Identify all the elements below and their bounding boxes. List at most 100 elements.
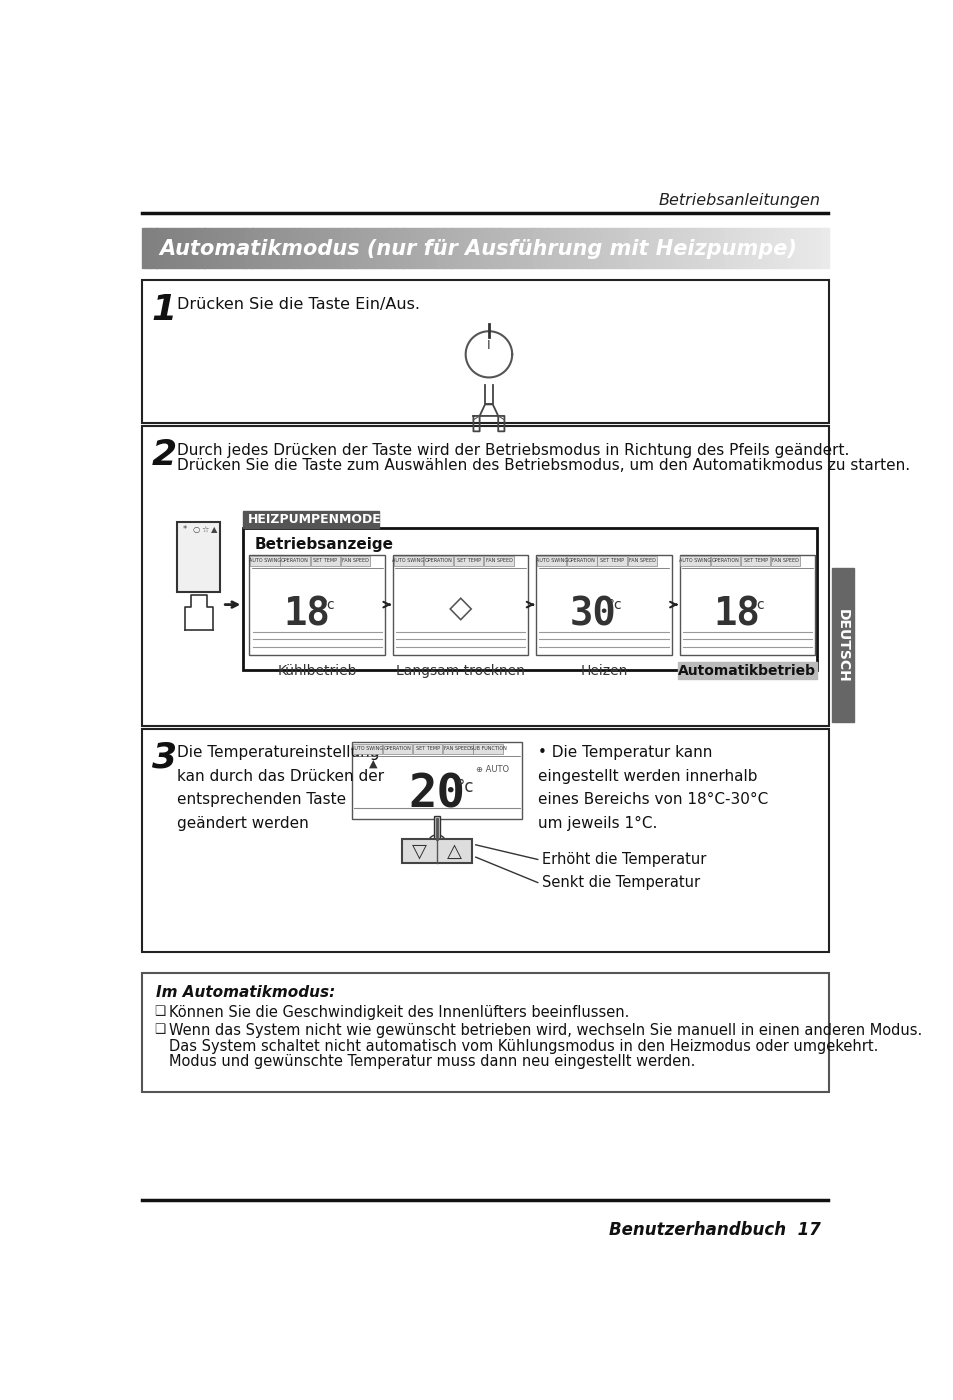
Bar [636,228,643,267]
Text: °c: °c [607,598,621,612]
Bar [454,556,483,566]
Bar [580,228,588,267]
Bar [355,228,362,267]
Bar [382,743,412,755]
Bar [519,228,526,267]
Bar [759,228,766,267]
Text: ▽: ▽ [412,841,427,861]
Text: HEIZPUMPENMODELL: HEIZPUMPENMODELL [248,512,397,525]
Bar [252,228,259,267]
Bar [394,556,422,566]
Text: Modus und gewünschte Temperatur muss dann neu eingestellt werden.: Modus und gewünschte Temperatur muss dan… [169,1054,695,1070]
Bar [485,228,492,267]
Text: 18: 18 [283,595,330,634]
Bar [740,556,769,566]
Text: Können Sie die Geschwindigkeit des Innenlüfters beeinflussen.: Können Sie die Geschwindigkeit des Innen… [169,1005,629,1021]
Bar [649,228,657,267]
Bar [286,228,294,267]
Bar [478,228,485,267]
Bar [773,228,780,267]
Text: FAN SPEED: FAN SPEED [342,559,369,563]
Bar [704,228,712,267]
Bar [560,228,568,267]
Text: SET TEMP: SET TEMP [416,746,439,750]
Text: 2: 2 [152,438,176,472]
Text: Im Automatikmodus:: Im Automatikmodus: [156,986,335,1000]
Text: OPERATION: OPERATION [711,559,739,563]
Text: FAN SPEED: FAN SPEED [485,559,512,563]
Bar [184,228,191,267]
Text: Benutzerhandbuch  17: Benutzerhandbuch 17 [608,1221,820,1239]
Bar [294,228,300,267]
Text: Kühlbetrieb: Kühlbetrieb [277,664,356,678]
Bar [739,228,745,267]
Text: Heizen: Heizen [579,664,627,678]
Text: SET TEMP: SET TEMP [456,559,480,563]
Bar [250,556,279,566]
Bar [814,228,821,267]
Bar [163,228,171,267]
Bar [831,568,853,722]
Bar [451,228,457,267]
Bar [615,228,622,267]
Bar [352,742,521,819]
Bar [335,228,341,267]
Bar [402,839,472,864]
Text: Die Temperatureinstellung
kan durch das Drücken der
entsprechenden Taste
geänder: Die Temperatureinstellung kan durch das … [176,745,383,830]
Text: ◇: ◇ [449,594,472,623]
Text: ⊕ AUTO: ⊕ AUTO [476,764,509,774]
Text: Automatikmodus (nur für Ausführung mit Heizpumpe): Automatikmodus (nur für Ausführung mit H… [159,239,797,259]
Bar [341,228,348,267]
Bar [678,662,816,679]
Text: Durch jedes Drücken der Taste wird der Betriebsmodus in Richtung des Pfeils geän: Durch jedes Drücken der Taste wird der B… [176,442,848,458]
Bar [807,228,814,267]
Bar [457,228,465,267]
Bar [300,228,307,267]
Bar [505,228,513,267]
Text: 1: 1 [152,293,176,326]
Bar [766,228,773,267]
Bar [539,228,547,267]
Bar [444,228,451,267]
Bar [413,743,442,755]
Bar [389,228,396,267]
Bar [369,228,375,267]
Bar [170,228,177,267]
Text: 30: 30 [569,595,616,634]
Bar [752,228,760,267]
Bar [533,228,540,267]
Bar [266,228,273,267]
Bar [382,228,390,267]
Bar [348,228,355,267]
Bar [526,228,534,267]
Text: OPERATION: OPERATION [281,559,309,563]
Text: °c: °c [320,598,335,612]
Bar [176,228,184,267]
Bar [642,228,650,267]
Text: AUTO SWING: AUTO SWING [249,559,281,563]
Text: OPERATION: OPERATION [383,746,411,750]
Bar [677,228,684,267]
Text: Wenn das System nicht wie gewünscht betrieben wird, wechseln Sie manuell in eine: Wenn das System nicht wie gewünscht betr… [169,1023,922,1039]
Bar [211,228,218,267]
Bar [537,556,566,566]
Bar [793,228,801,267]
Bar [622,228,629,267]
Bar [434,816,439,839]
Bar [597,556,626,566]
Bar [554,228,560,267]
Text: AUTO SWING: AUTO SWING [392,559,424,563]
Bar [710,556,740,566]
Bar [340,556,370,566]
Bar [473,743,502,755]
Bar [430,228,437,267]
Text: ▲: ▲ [212,525,217,535]
Bar [780,228,787,267]
Bar [601,228,609,267]
Bar [464,228,472,267]
Bar [423,228,431,267]
Bar [536,554,671,655]
Bar [498,228,506,267]
Text: ❑: ❑ [154,1005,165,1018]
Text: FAN SPEED: FAN SPEED [772,559,799,563]
